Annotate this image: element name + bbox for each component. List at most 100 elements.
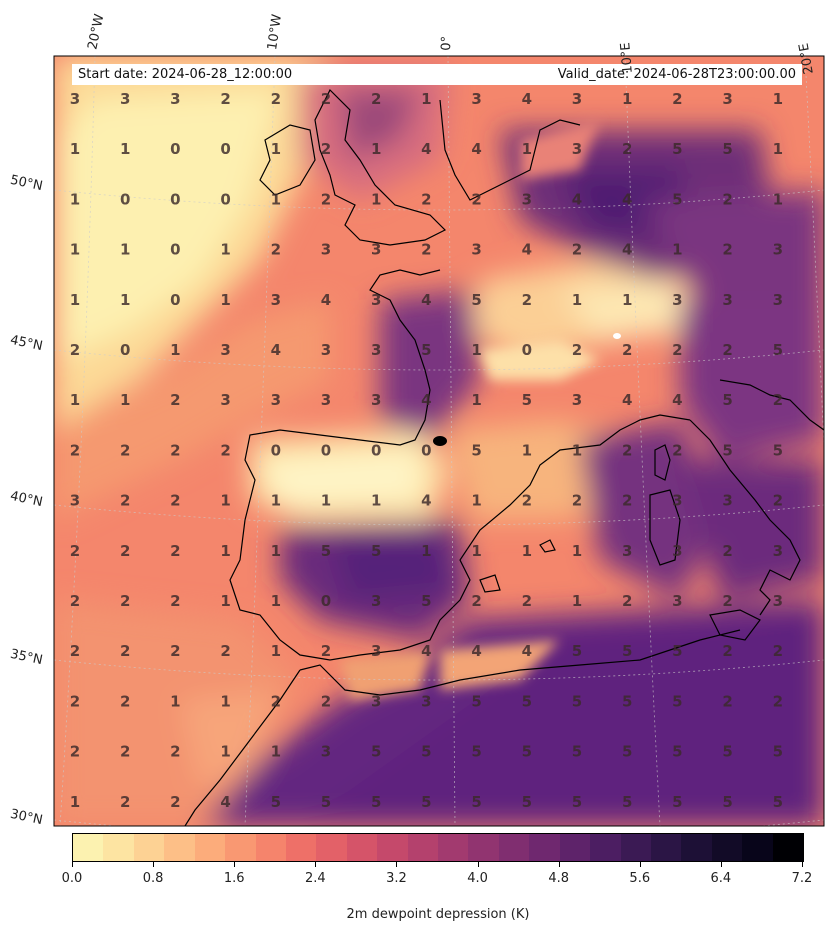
grid-value: 0 bbox=[271, 441, 281, 459]
grid-value: 1 bbox=[271, 642, 281, 660]
grid-value: 4 bbox=[321, 291, 331, 309]
colorbar-swatch bbox=[133, 834, 165, 861]
grid-value: 2 bbox=[522, 291, 532, 309]
grid-value: 1 bbox=[170, 341, 180, 359]
lon-label-10e: 10°E bbox=[618, 41, 636, 75]
grid-value: 2 bbox=[321, 692, 331, 710]
colorbar-tick-label: 0.0 bbox=[61, 871, 83, 886]
grid-value: 1 bbox=[773, 140, 783, 158]
grid-value: 1 bbox=[120, 291, 130, 309]
grid-value: 2 bbox=[471, 190, 481, 208]
grid-value: 5 bbox=[321, 542, 331, 560]
grid-value: 2 bbox=[672, 341, 682, 359]
grid-value: 5 bbox=[471, 793, 481, 811]
grid-value: 2 bbox=[522, 592, 532, 610]
grid-value: 5 bbox=[421, 743, 431, 761]
grid-value: 3 bbox=[371, 291, 381, 309]
colorbar-swatch bbox=[742, 834, 773, 861]
grid-value: 2 bbox=[70, 642, 80, 660]
map-field bbox=[54, 56, 824, 826]
grid-value: 5 bbox=[622, 692, 632, 710]
grid-value: 5 bbox=[773, 743, 783, 761]
colorbar-tick bbox=[558, 862, 560, 867]
grid-value: 2 bbox=[120, 441, 130, 459]
grid-value: 2 bbox=[70, 441, 80, 459]
grid-value: 4 bbox=[622, 190, 632, 208]
grid-value: 1 bbox=[773, 190, 783, 208]
colorbar-tick bbox=[315, 862, 317, 867]
colorbar-tick bbox=[234, 862, 236, 867]
grid-value: 2 bbox=[170, 642, 180, 660]
grid-value: 2 bbox=[70, 542, 80, 560]
grid-value: 1 bbox=[572, 291, 582, 309]
grid-value: 2 bbox=[220, 642, 230, 660]
grid-value: 5 bbox=[572, 793, 582, 811]
colorbar-swatch bbox=[468, 834, 499, 861]
grid-value: 4 bbox=[471, 642, 481, 660]
grid-value: 5 bbox=[522, 391, 532, 409]
colorbar-tick-label: 5.6 bbox=[629, 871, 651, 886]
coastlines bbox=[184, 88, 824, 826]
grid-value: 4 bbox=[471, 140, 481, 158]
colorbar-tick-label: 7.2 bbox=[791, 871, 813, 886]
grid-value: 1 bbox=[522, 542, 532, 560]
grid-value: 1 bbox=[220, 592, 230, 610]
grid-value: 4 bbox=[572, 190, 582, 208]
grid-value: 3 bbox=[622, 542, 632, 560]
grid-value: 1 bbox=[471, 341, 481, 359]
grid-value: 0 bbox=[120, 341, 130, 359]
grid-value: 2 bbox=[120, 492, 130, 510]
grid-value: 4 bbox=[421, 391, 431, 409]
grid-value: 2 bbox=[773, 391, 783, 409]
grid-value: 2 bbox=[70, 592, 80, 610]
colorbar-tick bbox=[396, 862, 398, 867]
grid-value: 1 bbox=[70, 241, 80, 259]
grid-value: 0 bbox=[120, 190, 130, 208]
colorbar-tick bbox=[802, 862, 803, 867]
colorbar-tick bbox=[639, 862, 641, 867]
grid-value: 5 bbox=[522, 692, 532, 710]
grid-value: 1 bbox=[572, 542, 582, 560]
grid-value: 5 bbox=[522, 743, 532, 761]
colorbar-tick-label: 6.4 bbox=[710, 871, 732, 886]
colorbar-swatch bbox=[103, 834, 134, 861]
grid-value: 5 bbox=[371, 793, 381, 811]
grid-value: 2 bbox=[622, 341, 632, 359]
grid-value: 5 bbox=[773, 441, 783, 459]
grid-value: 2 bbox=[522, 492, 532, 510]
grid-value: 0 bbox=[321, 441, 331, 459]
grid-value: 3 bbox=[271, 391, 281, 409]
grid-value: 5 bbox=[471, 441, 481, 459]
start-date-label: Start date: 2024-06-28_12:00:00 bbox=[78, 67, 293, 82]
colorbar-swatch bbox=[225, 834, 256, 861]
colorbar-swatch bbox=[316, 834, 347, 861]
grid-value: 4 bbox=[220, 793, 230, 811]
grid-value: 5 bbox=[271, 793, 281, 811]
colorbar-swatch bbox=[346, 834, 378, 861]
grid-value: 3 bbox=[421, 692, 431, 710]
grid-value: 1 bbox=[70, 291, 80, 309]
grid-value: 2 bbox=[271, 692, 281, 710]
colorbar-tick-label: 3.2 bbox=[386, 871, 407, 886]
lon-label-0: 0° bbox=[439, 35, 455, 51]
grid-value: 5 bbox=[471, 291, 481, 309]
grid-value: 3 bbox=[572, 140, 582, 158]
colorbar-swatch bbox=[285, 834, 317, 861]
grid-value: 4 bbox=[522, 642, 532, 660]
grid-value: 2 bbox=[773, 492, 783, 510]
grid-value: 1 bbox=[70, 391, 80, 409]
grid-value: 2 bbox=[622, 441, 632, 459]
grid-value: 0 bbox=[522, 341, 532, 359]
grid-value: 2 bbox=[120, 542, 130, 560]
grid-value: 2 bbox=[271, 241, 281, 259]
grid-value: 2 bbox=[170, 592, 180, 610]
grid-value: 3 bbox=[672, 542, 682, 560]
grid-value: 0 bbox=[220, 140, 230, 158]
grid-value: 1 bbox=[271, 542, 281, 560]
colorbar-swatch bbox=[498, 834, 530, 861]
grid-value: 3 bbox=[722, 90, 732, 108]
grid-value: 2 bbox=[773, 642, 783, 660]
grid-value: 1 bbox=[421, 542, 431, 560]
grid-value: 4 bbox=[522, 241, 532, 259]
grid-value: 1 bbox=[321, 492, 331, 510]
